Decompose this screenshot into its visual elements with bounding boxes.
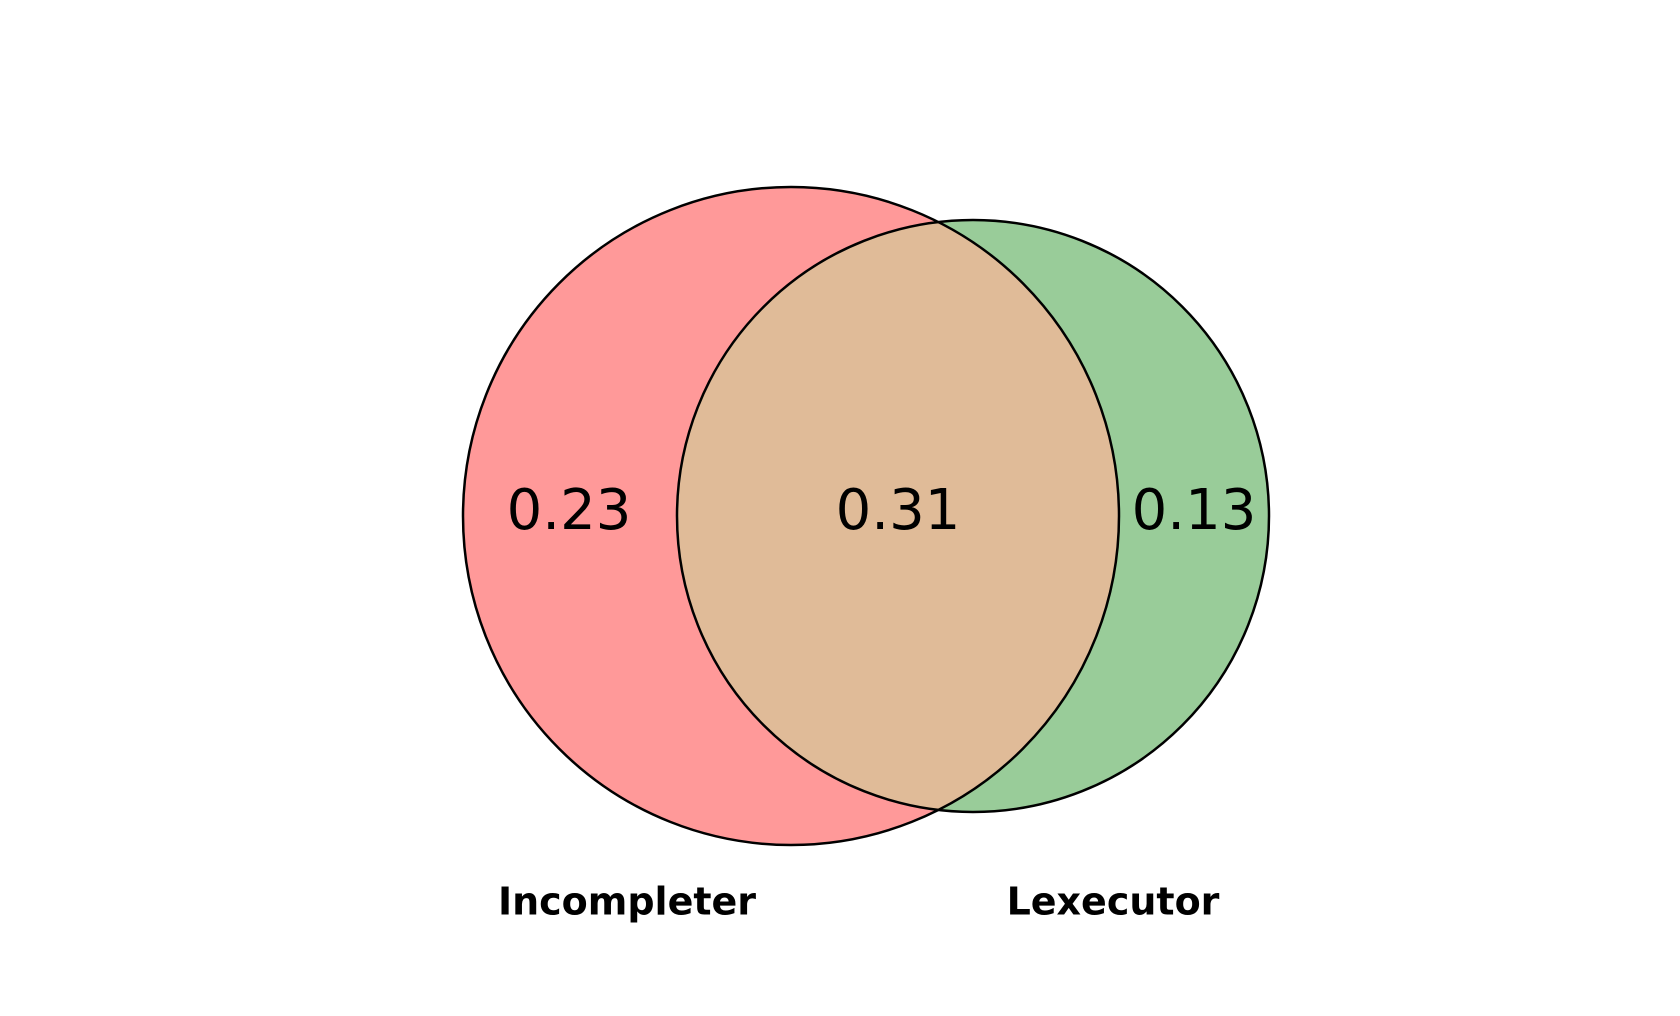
set-b-label: Lexecutor bbox=[1007, 880, 1220, 924]
set-b-outline bbox=[675, 218, 1271, 814]
region-intersection-value: 0.31 bbox=[836, 478, 961, 543]
set-a-label: Incompleter bbox=[498, 880, 756, 924]
region-a-only-value: 0.23 bbox=[507, 478, 632, 543]
intersection-region bbox=[677, 220, 1119, 812]
set-a-outline bbox=[461, 185, 1121, 847]
region-b-only-value: 0.13 bbox=[1132, 478, 1257, 543]
